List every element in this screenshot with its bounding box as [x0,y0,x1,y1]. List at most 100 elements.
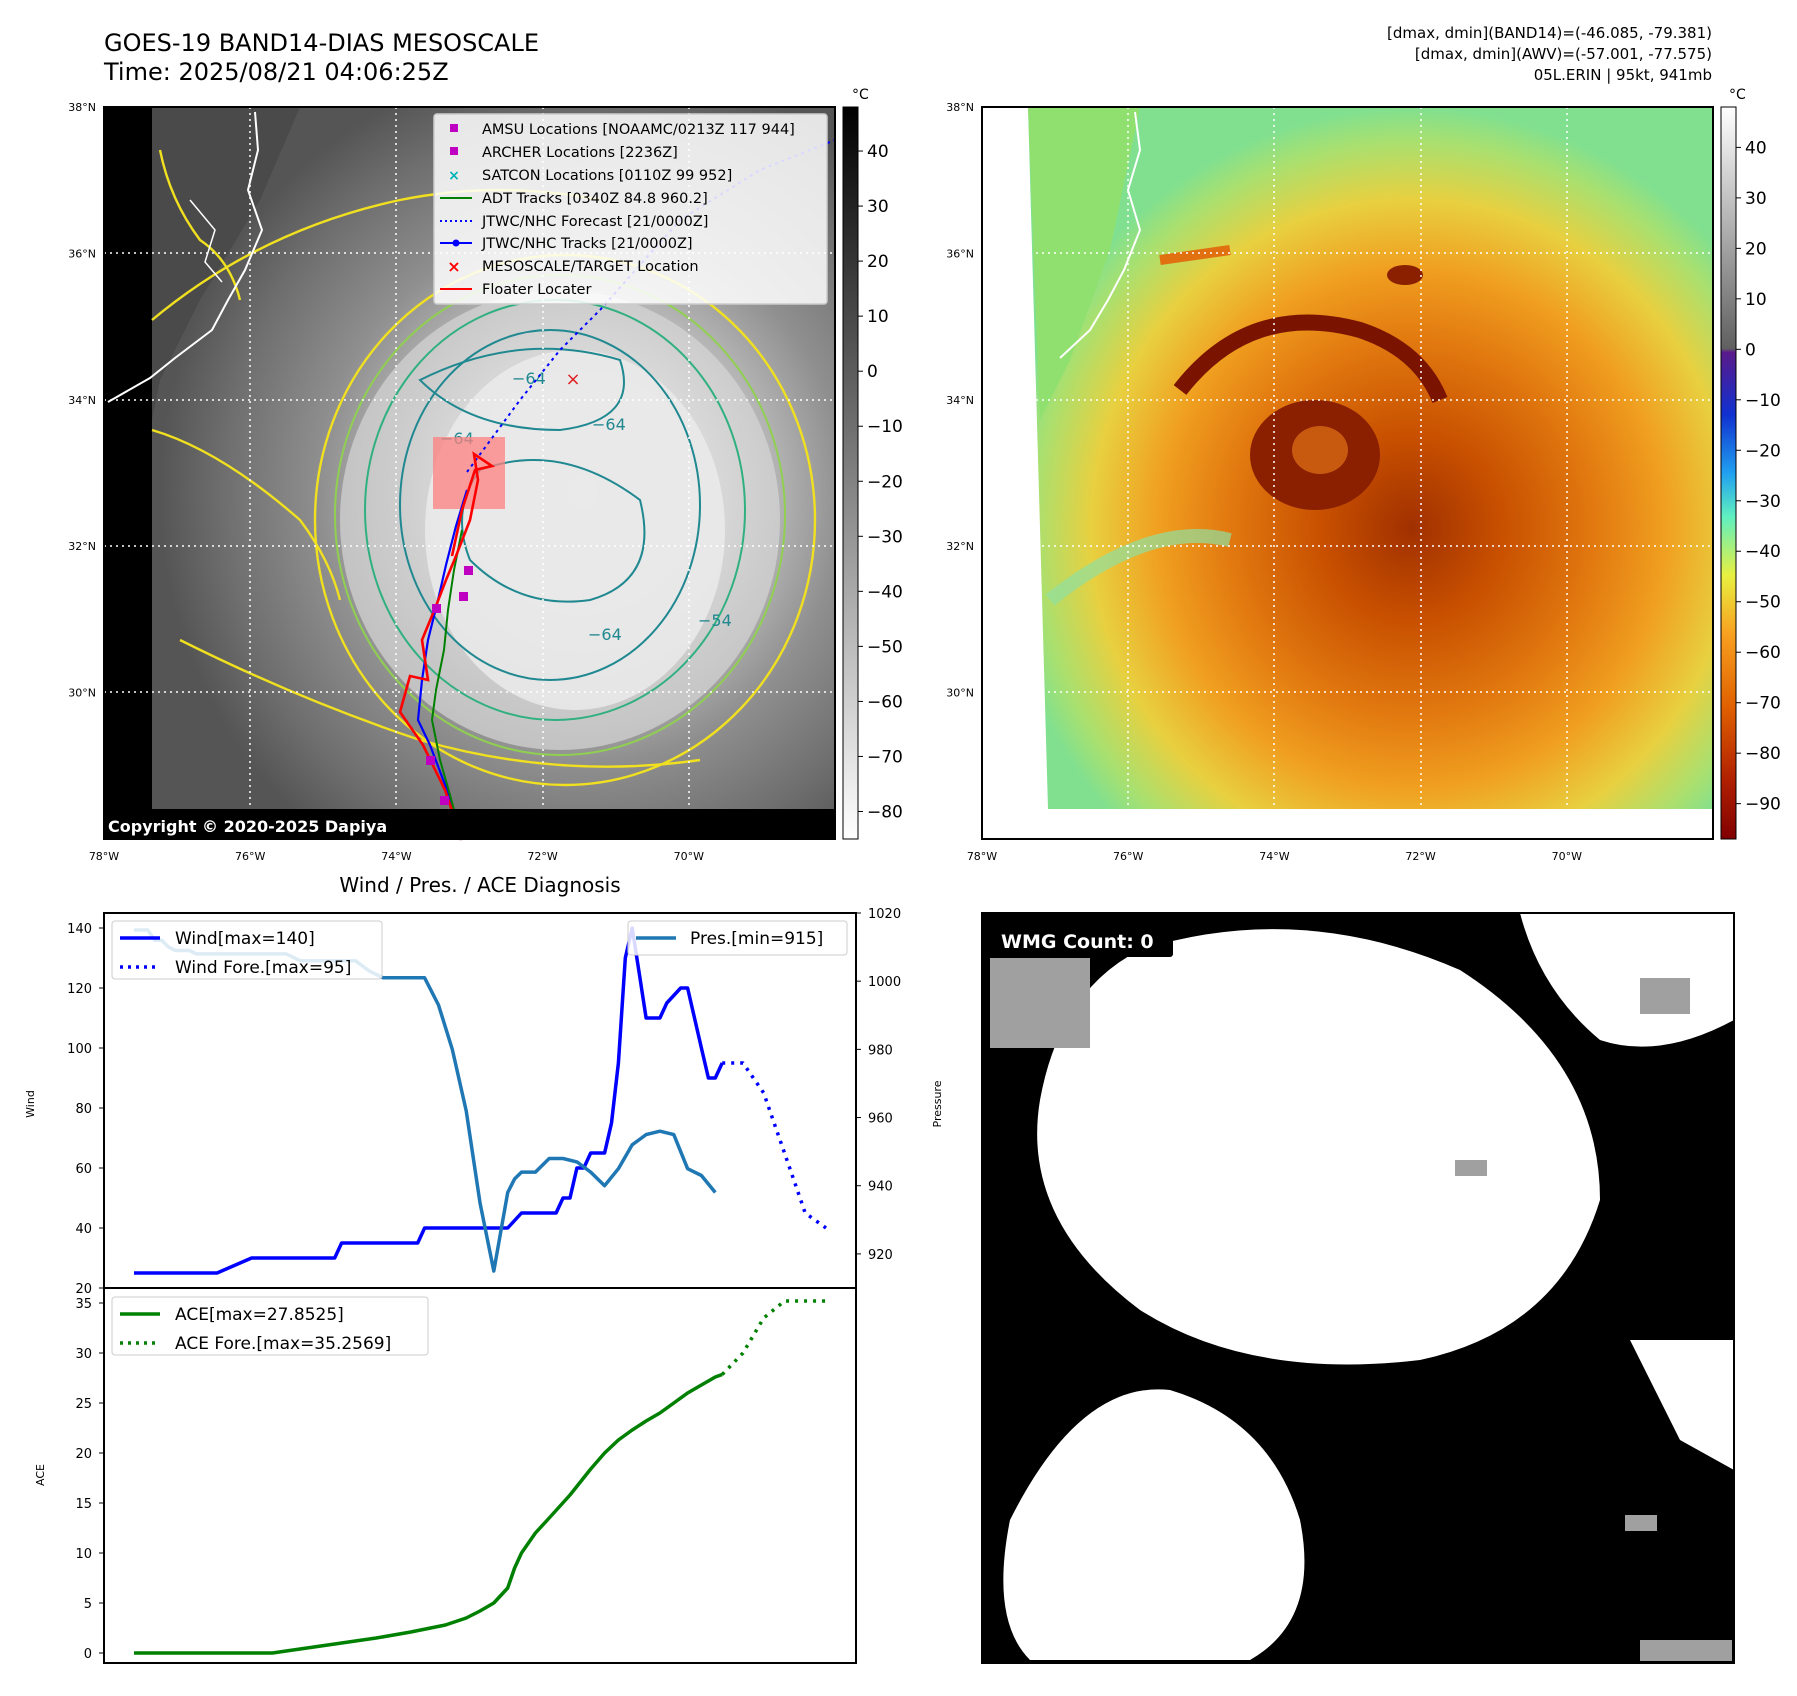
awv-lat-label: 34°N [946,394,974,407]
ir-colorbar-tick-label: −30 [867,527,903,547]
jtwc-forecast-track [466,139,836,473]
ace-ylabel: ACE [34,1464,47,1486]
legend-amsu-marker [450,124,458,132]
archer-marker [426,756,435,765]
y-tick-label: 60 [75,1162,92,1177]
awv-colorbar-tick-label: −80 [1745,744,1781,764]
info-band14: [dmax, dmin](BAND14)=(-46.085, -79.381) [1387,24,1712,42]
series-line-ace [134,1372,723,1655]
wind-ylabel: Wind [24,1090,37,1118]
awv-colorbar-tick-label: 20 [1745,239,1767,259]
copyright-text: Copyright © 2020-2025 Dapiya [108,817,387,836]
y-right-tick-label: 920 [868,1248,893,1263]
ir-colorbar-tick-label: 40 [867,142,889,162]
amsu-marker [440,796,449,805]
wmg-panel: WMG Count: 0 [981,912,1735,1664]
awv-lat-label: 36°N [946,247,974,260]
awv-colorbar: °C 40 30 20 10 0 −10 −20 −30 −40 −50 −60 −70 −80 −90 [1720,87,1781,840]
ir-lat-label: 32°N [68,540,96,553]
wind-pressure-axes: 20 40 60 80 100 120 140 920 940 960 980 1000 1020 Wi… [24,907,944,1297]
archer-marker [464,566,473,575]
ace-axes: 0 5 10 15 20 25 30 35 ACE ACE[max=27.8525] ACE … [34,1287,857,1664]
ir-colorbar: °C 40 30 20 10 0 −10 −20 −30 −40 −50 −60 −70 −80 [842,87,903,840]
awv-colorbar-tick-label: −50 [1745,593,1781,613]
legend-pres: Pres.[min=915] [690,929,823,949]
y-tick-label: 40 [75,1222,92,1237]
ir-lon-label: 70°W [674,850,704,863]
mesoscale-target-box [433,437,505,509]
awv-colorbar-tick-label: −70 [1745,694,1781,714]
legend-archer: ARCHER Locations [2236Z] [482,145,678,161]
mesoscale-target-marker: × [565,369,580,390]
ir-lon-label: 74°W [381,850,411,863]
y-tick-label: 15 [75,1497,92,1512]
y-tick-label: 80 [75,1102,92,1117]
y-tick-label: 25 [75,1397,92,1412]
awv-lat-label: 30°N [946,687,974,700]
archer-marker [459,592,468,601]
ir-lon-label: 78°W [89,850,119,863]
ir-colorbar-tick-label: 0 [867,362,878,382]
awv-map-panel [981,106,1714,840]
awv-lon-label: 76°W [1113,850,1143,863]
awv-colorbar-tick-label: −60 [1745,643,1781,663]
figure-title: GOES-19 BAND14-DIAS MESOSCALE [104,29,539,57]
y-tick-label: 30 [75,1347,92,1362]
ir-colorbar-tick-label: 30 [867,197,889,217]
awv-colorbar-tick-label: 10 [1745,290,1767,310]
map-axis-labels: 38°N 38°N 36°N 36°N 34°N 34°N 32°N 32°N 30°N 30°N… [68,101,1582,863]
ir-colorbar-tick-label: −40 [867,582,903,602]
awv-colorbar-tick-label: −40 [1745,542,1781,562]
ir-lat-label: 36°N [68,247,96,260]
ir-colorbar-tick-label: −20 [867,472,903,492]
adt-track [430,529,463,841]
diagnosis-title: Wind / Pres. / ACE Diagnosis [339,873,620,897]
awv-colorbar-tick-label: −10 [1745,391,1781,411]
legend-wind-fore: Wind Fore.[max=95] [175,958,351,978]
ir-colorbar-tick-label: 10 [867,307,889,327]
legend-adt: ADT Tracks [0340Z 84.8 960.2] [482,191,708,207]
legend-amsu: AMSU Locations [NOAAMC/0213Z 117 944] [482,122,795,138]
awv-frame [981,106,1714,840]
y-tick-label: 20 [75,1447,92,1462]
ir-legend: AMSU Locations [NOAAMC/0213Z 117 944] AR… [433,113,828,305]
awv-lat-label: 38°N [946,101,974,114]
awv-lon-label: 74°W [1259,850,1289,863]
legend-target-marker: × [447,257,460,276]
y-tick-label: 140 [67,922,92,937]
y-tick-label: 35 [75,1297,92,1312]
y-tick-label: 100 [67,1042,92,1057]
info-storm: 05L.ERIN | 95kt, 941mb [1534,66,1712,84]
legend-floater: Floater Locater [482,282,591,298]
legend-satcon: SATCON Locations [0110Z 99 952] [482,168,732,184]
info-awv: [dmax, dmin](AWV)=(-57.001, -77.575) [1415,45,1712,63]
legend-archer-marker [450,147,458,155]
awv-gridlines [982,107,1713,839]
legend-target: MESOSCALE/TARGET Location [482,259,699,275]
wmg-frame [981,912,1735,1664]
contour-label: −64 [512,369,546,388]
awv-colorbar-tick-label: 0 [1745,340,1756,360]
ir-lat-label: 30°N [68,687,96,700]
figure-time: Time: 2025/08/21 04:06:25Z [103,58,449,86]
awv-colorbar-tick-label: 40 [1745,138,1767,158]
ir-colorbar-tick-label: −70 [867,747,903,767]
y-right-tick-label: 1020 [868,907,901,922]
wmg-count-badge [993,925,1173,957]
awv-colorbar-unit: °C [1729,87,1746,103]
archer-marker [432,604,441,613]
contour-label: −54 [698,611,732,630]
contour-label: −64 [588,625,622,644]
y-right-tick-label: 980 [868,1043,893,1058]
legend-wind: Wind[max=140] [175,929,315,949]
contour-label: −64 [592,415,626,434]
y-right-tick-label: 940 [868,1180,893,1195]
ir-colorbar-tick-label: −80 [867,802,903,822]
legend-track: JTWC/NHC Tracks [21/0000Z] [481,236,693,252]
y-tick-label: 20 [75,1282,92,1297]
awv-colorbar-tick-label: −90 [1745,795,1781,815]
ir-lat-label: 38°N [68,101,96,114]
awv-colorbar-tick-label: −30 [1745,492,1781,512]
wmg-count-label: WMG Count: 0 [1001,931,1154,953]
awv-lon-label: 72°W [1405,850,1435,863]
